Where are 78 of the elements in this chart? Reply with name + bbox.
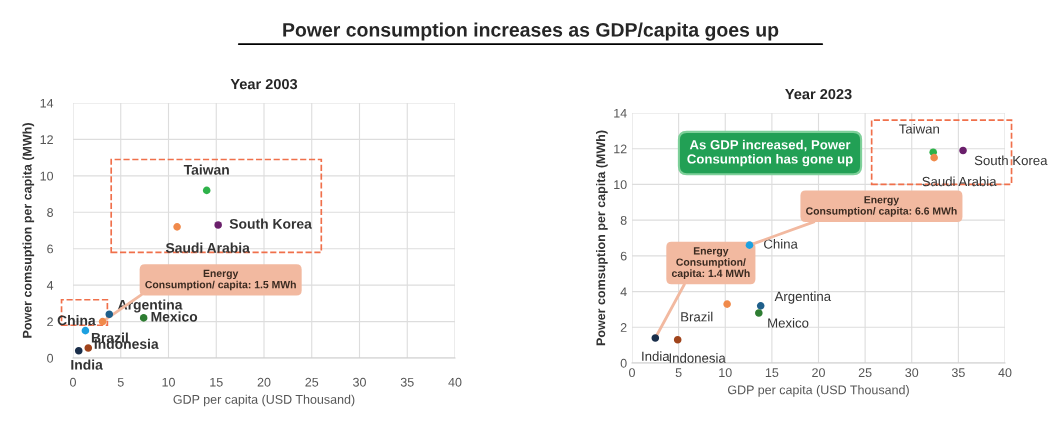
y-tick-label: 12 — [614, 144, 627, 154]
x-tick-label: 35 — [400, 377, 414, 387]
series-label: Taiwan — [899, 123, 939, 134]
y-tick-label: 8 — [620, 215, 627, 225]
series-label: Mexico — [151, 311, 198, 322]
point — [723, 300, 731, 308]
y-tick-label: 12 — [40, 135, 53, 144]
x-tick-label: 15 — [210, 377, 223, 387]
series-label: India — [71, 359, 103, 370]
series-label: Indonesia — [669, 353, 726, 363]
point — [105, 310, 114, 319]
x-tick-label: 30 — [353, 377, 366, 387]
y-tick-label: 2 — [620, 323, 627, 332]
y-tick-label: 8 — [47, 208, 54, 217]
y-tick-label: 14 — [614, 108, 627, 118]
point — [651, 334, 660, 342]
chart-title: Year 2023 — [785, 88, 852, 100]
series-label: Saudi Arabia — [922, 176, 997, 187]
x-tick-label: 35 — [951, 368, 965, 378]
point — [756, 302, 765, 310]
annotation: Energy Consumption/ capita: 6.6 MWh — [806, 196, 957, 217]
series-label: India — [642, 351, 670, 361]
text: Power consumption increases as GDP/capita goes up — [283, 22, 779, 41]
x-tick-label: 30 — [905, 368, 919, 378]
x-tick-label: 25 — [858, 368, 872, 378]
x-tick-label: 40 — [448, 377, 462, 387]
series-label: Brazil — [681, 311, 713, 322]
y-tick-label: 4 — [46, 281, 54, 290]
point — [959, 146, 967, 155]
series-label: China — [57, 315, 96, 326]
point — [139, 314, 148, 322]
annotation: As GDP increased, Power Consumption has gone up — [687, 139, 853, 167]
x-axis-title: GDP per capita (USD Thousand) — [173, 394, 355, 407]
x-axis-title: GDP per capita (USD Thousand) — [728, 385, 909, 397]
series-label: Taiwan — [183, 164, 229, 175]
series-label: Argentina — [117, 299, 183, 313]
series-label: South Korea — [229, 218, 312, 229]
x-tick-label: 20 — [257, 377, 271, 387]
x-tick-label: 15 — [765, 368, 779, 378]
annotation: Energy Consumption/ capita: 1.5 MWh — [145, 269, 296, 291]
y-tick-label: 4 — [620, 287, 627, 297]
series-label: Mexico — [768, 317, 809, 328]
point — [930, 153, 938, 162]
y-tick-label: 0 — [620, 358, 627, 368]
point — [98, 317, 107, 326]
series-label: Saudi Arabia — [165, 242, 250, 253]
series-label: South Korea — [974, 155, 1048, 166]
series-label: China — [764, 238, 798, 249]
y-tick-label: 10 — [614, 180, 627, 190]
x-tick-label: 0 — [70, 377, 76, 387]
annotation: Energy Consumption/ capita: 1.4 MWh — [671, 247, 750, 280]
point — [173, 223, 181, 231]
y-tick-label: 2 — [47, 317, 53, 327]
x-tick-label: 5 — [117, 377, 124, 387]
y-axis-title: Power comsuption per capita (MWh) — [22, 123, 35, 338]
point — [202, 186, 211, 195]
x-tick-label: 0 — [629, 368, 635, 378]
y-tick-label: 10 — [40, 171, 54, 181]
x-tick-label: 5 — [675, 368, 682, 378]
point — [745, 241, 754, 249]
x-tick-label: 40 — [998, 368, 1012, 378]
chart-title: Year 2003 — [230, 78, 298, 90]
series-label: Argentina — [774, 291, 832, 304]
x-tick-label: 20 — [812, 368, 825, 378]
point — [74, 346, 83, 355]
x-tick-label: 10 — [719, 368, 732, 378]
x-tick-label: 10 — [162, 377, 175, 387]
point — [214, 221, 222, 229]
y-tick-label: 0 — [47, 353, 54, 363]
point — [84, 344, 93, 352]
point — [755, 309, 763, 317]
y-axis-title: Power comsuption per capita (MWh) — [596, 130, 608, 346]
y-tick-label: 14 — [40, 98, 54, 108]
y-tick-label: 6 — [620, 251, 627, 261]
y-tick-label: 6 — [47, 244, 54, 254]
point — [81, 326, 90, 335]
point — [673, 335, 682, 344]
x-tick-label: 25 — [305, 377, 319, 387]
